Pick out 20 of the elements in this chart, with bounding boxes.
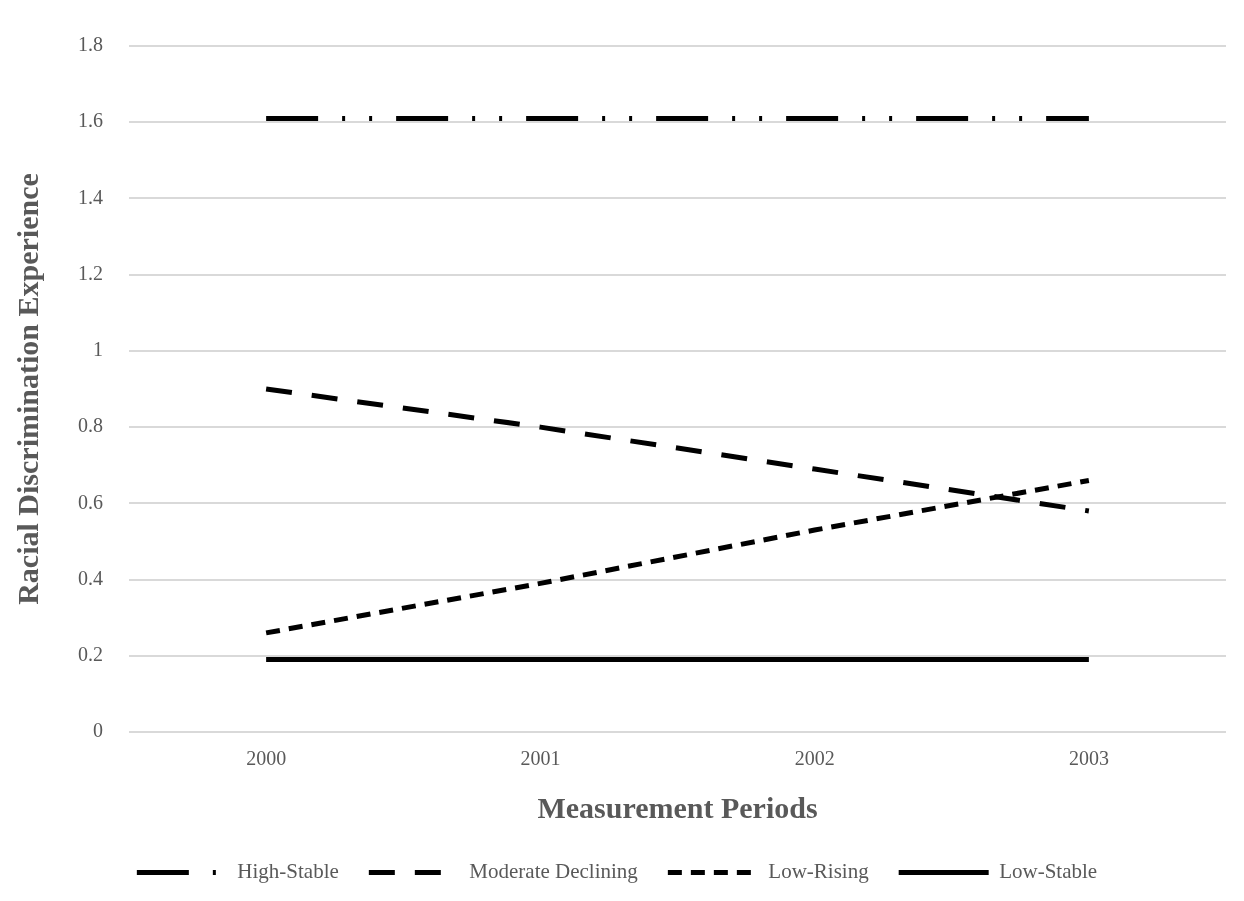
x-tick-label: 2001 — [520, 747, 561, 770]
x-tick-label: 2003 — [1068, 747, 1109, 770]
y-axis-title: Racial Discrimination Experience — [10, 173, 44, 605]
y-tick-label: 0.6 — [78, 490, 103, 513]
y-tick-label: 0 — [93, 719, 103, 742]
y-tick-label: 1.4 — [78, 185, 103, 208]
x-tick-label: 2002 — [794, 747, 835, 770]
legend-label: Moderate Declining — [469, 859, 639, 884]
y-tick-label: 0.4 — [78, 566, 103, 589]
x-axis-title: Measurement Periods — [537, 790, 818, 824]
x-tick-label: 2000 — [246, 747, 287, 770]
y-tick-label: 1.8 — [78, 33, 103, 56]
y-tick-label: 0.8 — [78, 414, 103, 437]
y-tick-label: 1 — [93, 338, 103, 361]
y-tick-label: 0.2 — [78, 643, 103, 666]
legend-label: High-Stable — [237, 859, 339, 884]
legend-label: Low-Stable — [999, 859, 1098, 884]
y-tick-label: 1.2 — [78, 261, 103, 284]
y-tick-label: 1.6 — [78, 109, 103, 132]
legend-label: Low-Rising — [768, 859, 870, 884]
